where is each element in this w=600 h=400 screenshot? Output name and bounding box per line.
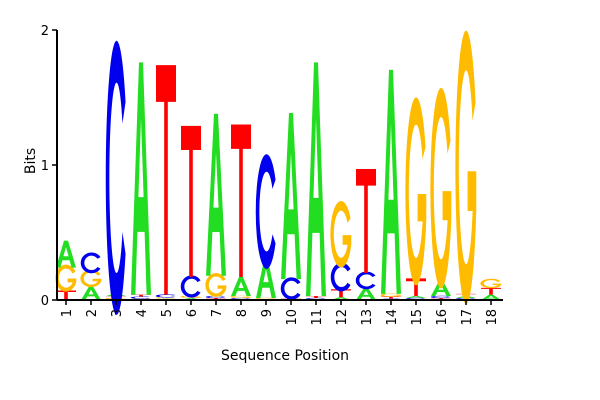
logo-letter-A bbox=[281, 113, 301, 280]
x-tick-label: 3 bbox=[110, 309, 125, 317]
logo-letter-T bbox=[156, 65, 176, 295]
logo-letter-A bbox=[131, 62, 151, 295]
logo-letter-G bbox=[405, 97, 427, 286]
x-tick-label: 5 bbox=[160, 309, 175, 317]
logo-letter-T bbox=[306, 295, 326, 298]
logo-letter-T bbox=[131, 294, 151, 297]
logo-letter-A bbox=[356, 287, 376, 300]
logo-letter-A bbox=[306, 62, 326, 296]
logo-letter-T bbox=[431, 297, 451, 300]
logo-letter-G bbox=[380, 293, 402, 297]
logo-letter-A bbox=[206, 113, 226, 276]
logo-stacks bbox=[55, 30, 502, 315]
x-tick-label: 18 bbox=[485, 309, 500, 326]
x-tick-label: 6 bbox=[185, 309, 200, 317]
logo-letter-C bbox=[355, 271, 376, 290]
y-ticks: 0 1 2 bbox=[41, 24, 57, 309]
logo-letter-T bbox=[381, 296, 401, 299]
logo-letter-C bbox=[430, 295, 451, 299]
logo-letter-G bbox=[230, 295, 252, 299]
logo-letter-C bbox=[255, 154, 276, 269]
y-tick-label: 1 bbox=[41, 159, 49, 174]
logo-letter-C bbox=[130, 296, 151, 299]
x-tick-label: 10 bbox=[285, 309, 300, 326]
y-axis-label: Bits bbox=[23, 148, 39, 174]
logo-letter-G bbox=[330, 201, 352, 268]
x-tick-label: 2 bbox=[85, 309, 100, 317]
logo-letter-G bbox=[205, 273, 227, 297]
x-tick-label: 8 bbox=[235, 309, 250, 317]
logo-letter-C bbox=[105, 40, 126, 315]
x-tick-label: 4 bbox=[135, 309, 150, 317]
x-tick-label: 12 bbox=[335, 309, 350, 326]
logo-letter-T bbox=[406, 278, 426, 296]
logo-letter-G bbox=[55, 264, 77, 292]
x-tick-label: 7 bbox=[210, 309, 225, 317]
logo-letter-T bbox=[231, 124, 251, 278]
logo-letter-C bbox=[330, 262, 351, 292]
x-tick-label: 13 bbox=[360, 309, 375, 326]
logo-letter-A bbox=[56, 240, 76, 268]
x-tick-label: 9 bbox=[260, 309, 275, 317]
logo-letter-A bbox=[406, 295, 426, 298]
x-ticks: 1 2 3 4 5 6 7 8 9 10 11 12 13 14 15 16 17 18 bbox=[60, 300, 500, 326]
logo-letter-G bbox=[80, 269, 102, 288]
logo-letter-A bbox=[481, 294, 501, 300]
x-tick-label: 1 bbox=[60, 309, 75, 317]
logo-letter-C bbox=[80, 252, 101, 274]
logo-letter-A bbox=[231, 277, 251, 296]
logo-letter-A bbox=[456, 295, 476, 298]
logo-letter-C bbox=[180, 275, 201, 298]
x-tick-label: 11 bbox=[310, 309, 325, 326]
y-tick-label: 0 bbox=[41, 294, 49, 309]
logo-letter-A bbox=[256, 260, 276, 298]
logo-letter-C bbox=[280, 277, 301, 300]
logo-letter-C bbox=[155, 294, 176, 298]
logo-letter-A bbox=[81, 286, 101, 300]
logo-letter-T bbox=[331, 289, 351, 298]
logo-letter-T bbox=[481, 287, 501, 295]
x-tick-label: 17 bbox=[460, 309, 475, 326]
logo-letter-G bbox=[480, 278, 502, 289]
logo-letter-T bbox=[181, 125, 201, 278]
logo-letter-T bbox=[206, 297, 226, 300]
logo-letter-G bbox=[430, 87, 452, 289]
logo-letter-G bbox=[455, 30, 477, 304]
x-axis-label: Sequence Position bbox=[221, 348, 349, 364]
x-tick-label: 16 bbox=[435, 309, 450, 326]
x-tick-label: 14 bbox=[385, 309, 400, 326]
logo-letter-A bbox=[381, 69, 401, 294]
logo-letter-T bbox=[56, 290, 76, 300]
x-tick-label: 15 bbox=[410, 309, 425, 326]
logo-letter-C bbox=[205, 295, 226, 299]
y-tick-label: 2 bbox=[41, 24, 49, 39]
logo-letter-T bbox=[356, 169, 376, 273]
logo-letter-A bbox=[431, 281, 451, 296]
